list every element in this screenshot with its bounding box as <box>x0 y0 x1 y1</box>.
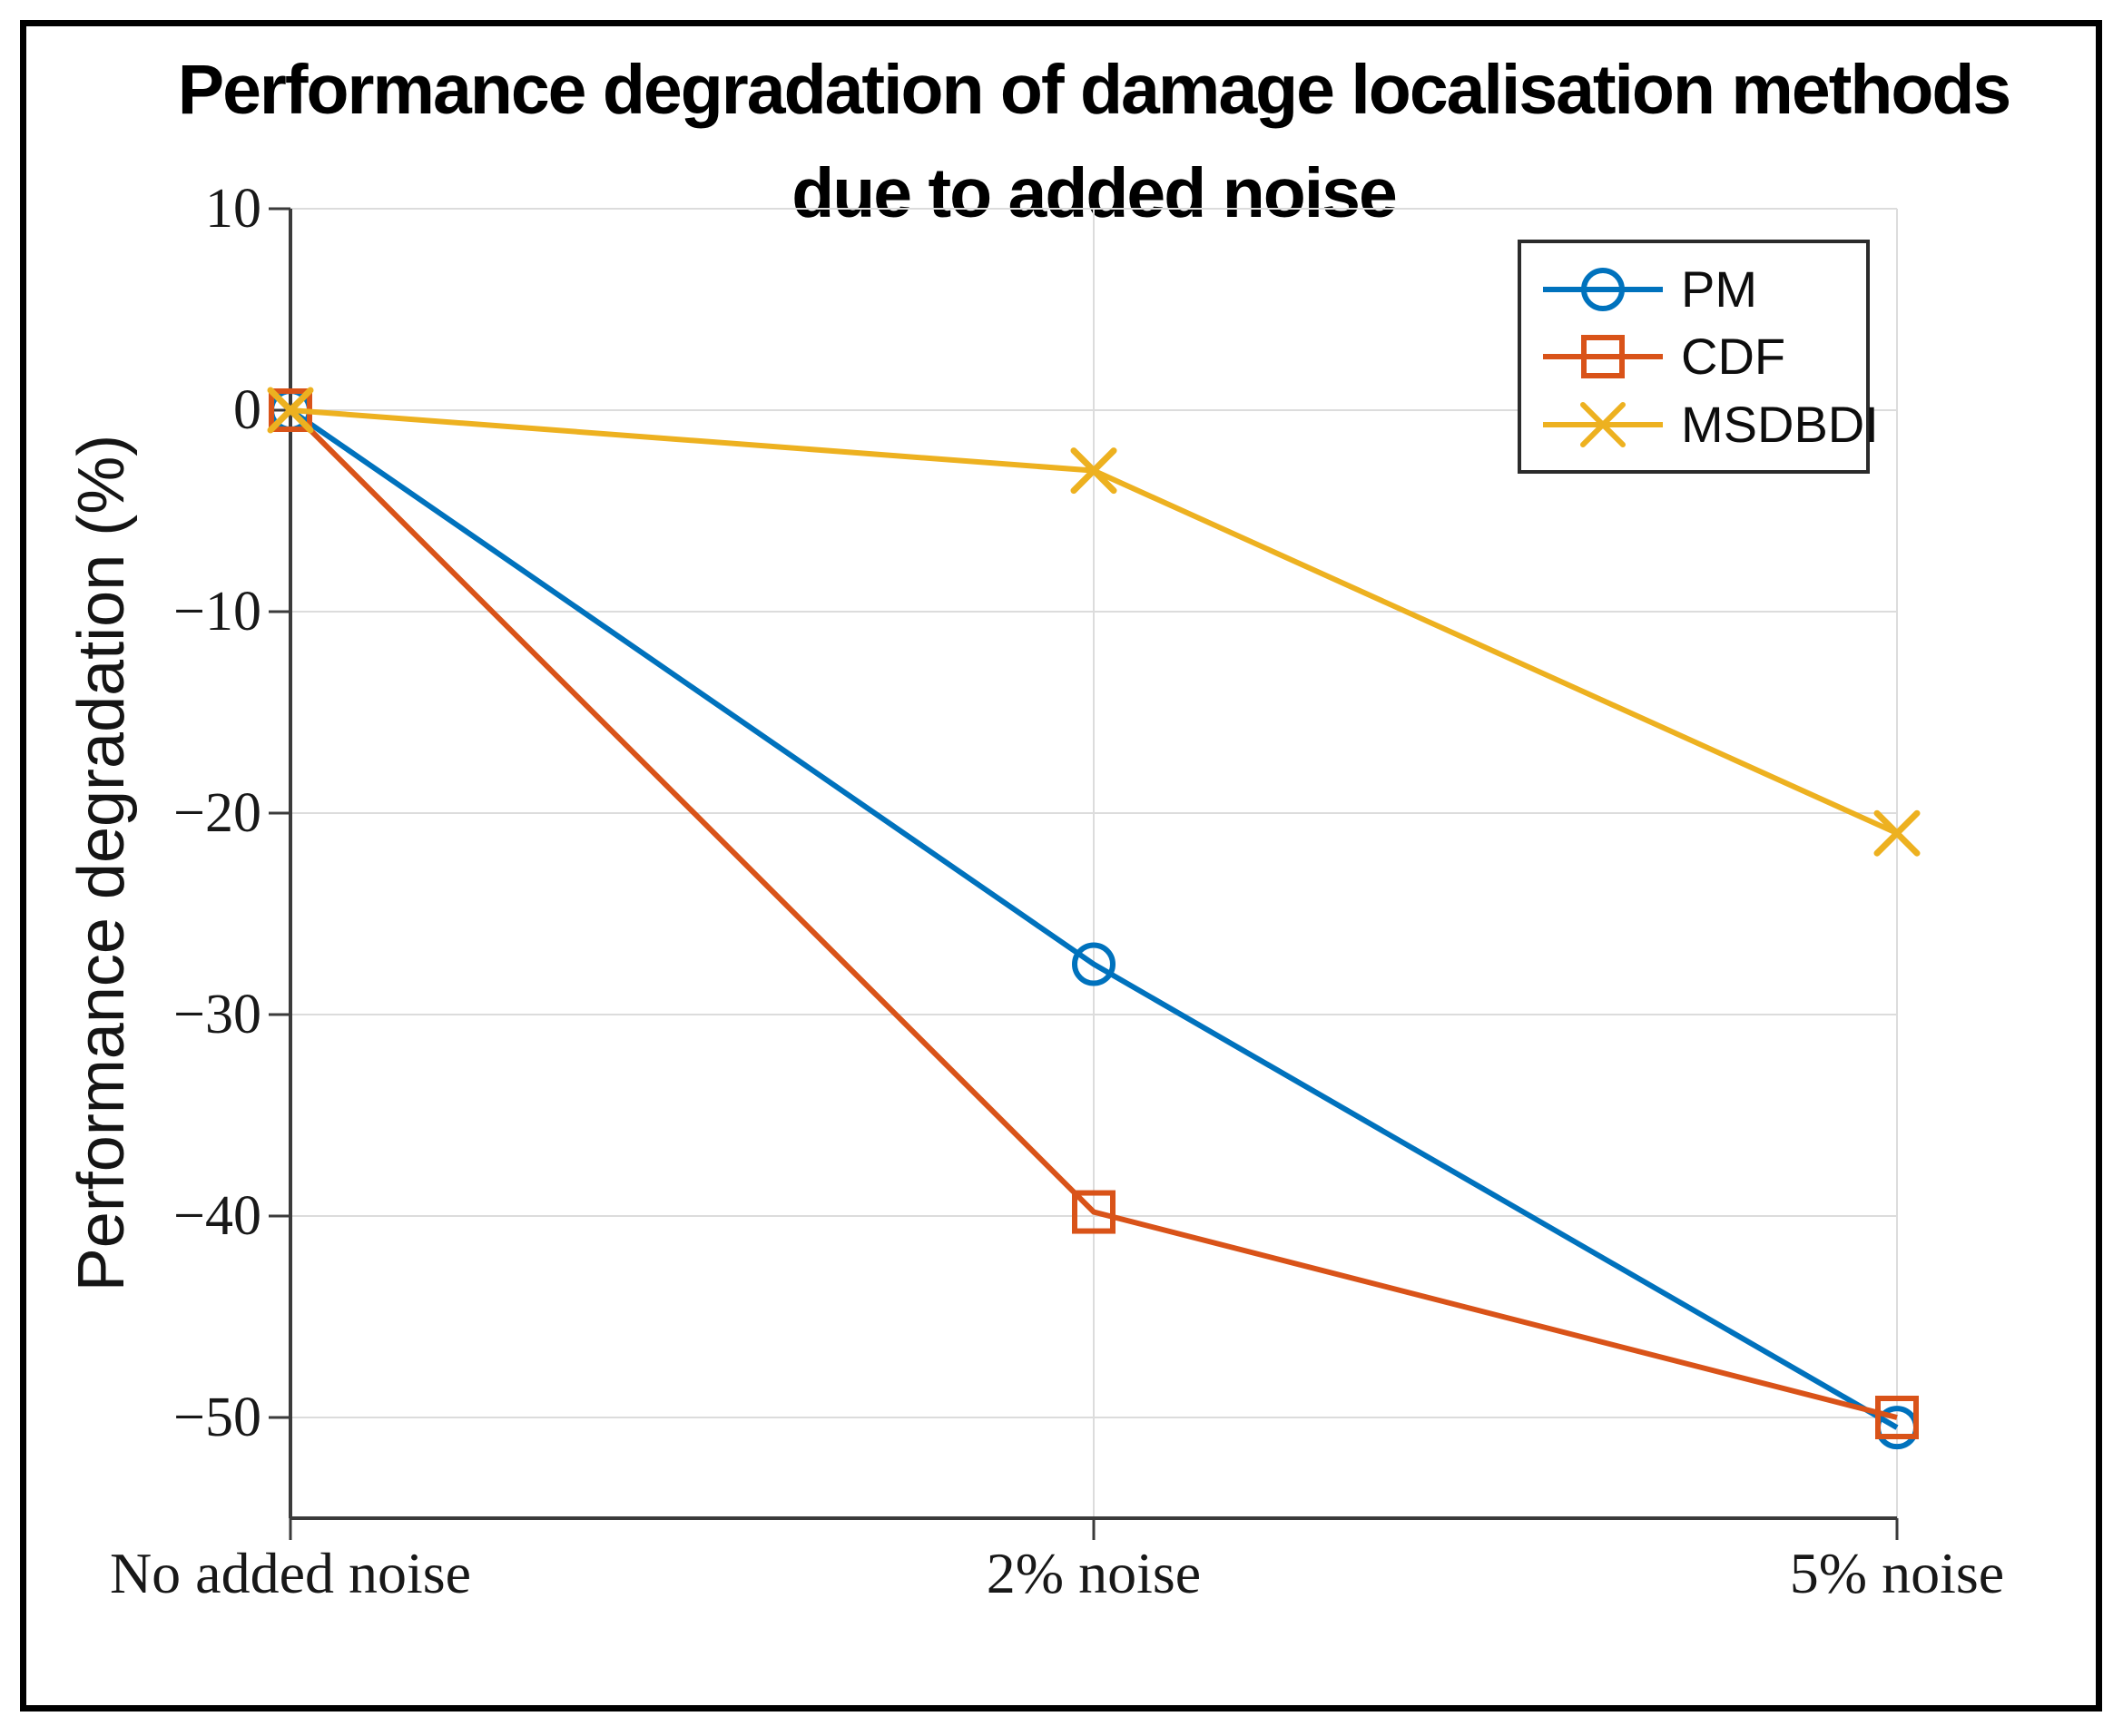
series-marker-PM <box>1072 942 1116 986</box>
plot-area <box>267 207 1921 1540</box>
legend-marker-circle-icon <box>1543 267 1663 311</box>
chart-title-line1: Performance degradation of damage locali… <box>177 51 2012 129</box>
series-marker-MSDBDI <box>267 387 314 434</box>
series-line-PM <box>289 407 1899 1430</box>
legend-marker-square-icon <box>1543 335 1663 378</box>
series-marker-CDF <box>1072 1190 1116 1234</box>
legend-item-PM: PM <box>1543 260 1853 319</box>
legend-item-CDF: CDF <box>1543 328 1853 386</box>
series-marker-MSDBDI <box>1873 809 1921 857</box>
series-marker-CDF <box>1875 1396 1919 1439</box>
y-axis-title: Performance degradation (%) <box>65 434 138 1292</box>
legend: PM CDF MSDBDI <box>1518 240 1879 474</box>
x-tick-label: 2% noise <box>986 1541 1202 1605</box>
legend-marker-x-icon <box>1543 401 1663 447</box>
y-tick-label: 0 <box>233 379 261 441</box>
chart-canvas <box>267 207 1921 1540</box>
legend-label-CDF: CDF <box>1681 328 1786 385</box>
legend-label-PM: PM <box>1681 260 1757 318</box>
x-tick-label: 5% noise <box>1789 1541 2005 1605</box>
y-tick-label: −40 <box>173 1185 261 1247</box>
y-tick-label: −10 <box>173 581 261 642</box>
legend-label-MSDBDI: MSDBDI <box>1681 395 1879 453</box>
y-tick-label: −20 <box>173 782 261 844</box>
y-tick-label: 10 <box>205 178 261 240</box>
series-marker-MSDBDI <box>1070 447 1117 495</box>
x-tick-label: No added noise <box>109 1541 472 1605</box>
legend-item-MSDBDI: MSDBDI <box>1543 396 1879 454</box>
series-line-CDF <box>288 407 1898 1420</box>
chart-title: Performance degradation of damage locali… <box>109 38 2079 245</box>
y-tick-label: −30 <box>173 984 261 1045</box>
y-tick-label: −50 <box>173 1387 261 1448</box>
